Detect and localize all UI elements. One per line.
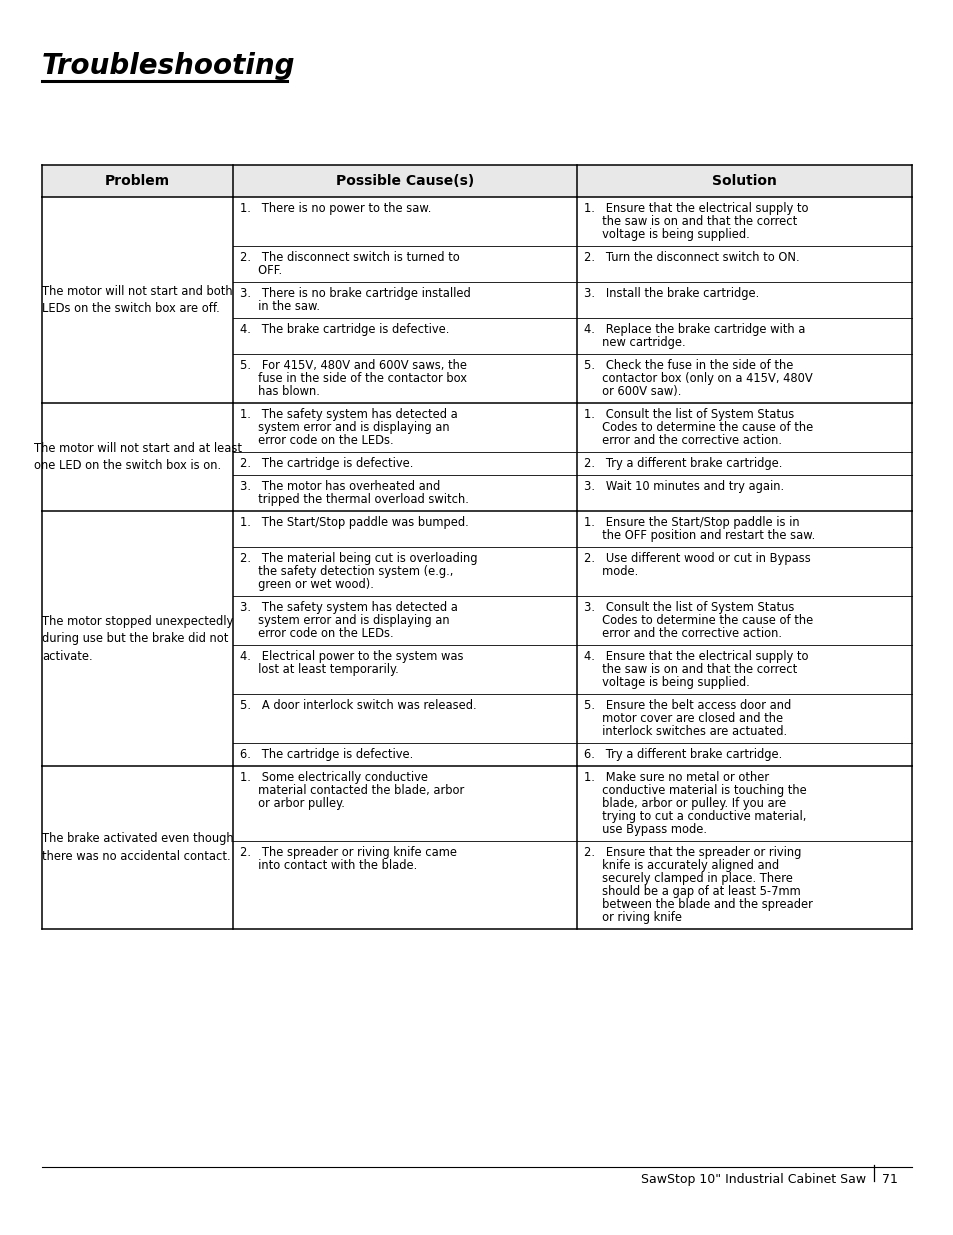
Text: 1.   There is no power to the saw.: 1. There is no power to the saw.: [240, 203, 432, 215]
Text: conductive material is touching the: conductive material is touching the: [583, 784, 806, 797]
Text: 2.   Ensure that the spreader or riving: 2. Ensure that the spreader or riving: [583, 846, 801, 860]
Bar: [42, 165, 911, 198]
Text: 6.   Try a different brake cartridge.: 6. Try a different brake cartridge.: [583, 748, 781, 761]
Text: error code on the LEDs.: error code on the LEDs.: [240, 433, 394, 447]
Text: 4.   Replace the brake cartridge with a: 4. Replace the brake cartridge with a: [583, 324, 804, 336]
Text: 71: 71: [882, 1173, 897, 1186]
Text: 5.   Check the fuse in the side of the: 5. Check the fuse in the side of the: [583, 359, 793, 372]
Text: 2.   Try a different brake cartridge.: 2. Try a different brake cartridge.: [583, 457, 781, 471]
Text: should be a gap of at least 5-7mm: should be a gap of at least 5-7mm: [583, 885, 800, 898]
Text: 5.   For 415V, 480V and 600V saws, the: 5. For 415V, 480V and 600V saws, the: [240, 359, 467, 372]
Text: The brake activated even though
there was no accidental contact.: The brake activated even though there wa…: [42, 832, 233, 863]
Text: into contact with the blade.: into contact with the blade.: [240, 860, 417, 872]
Text: fuse in the side of the contactor box: fuse in the side of the contactor box: [240, 372, 467, 385]
Text: motor cover are closed and the: motor cover are closed and the: [583, 713, 782, 725]
Text: error and the corrective action.: error and the corrective action.: [583, 433, 781, 447]
Text: 2.   The disconnect switch is turned to: 2. The disconnect switch is turned to: [240, 251, 459, 264]
Text: in the saw.: in the saw.: [240, 300, 320, 312]
Text: Solution: Solution: [711, 174, 776, 188]
Text: 2.   Use different wood or cut in Bypass: 2. Use different wood or cut in Bypass: [583, 552, 810, 564]
Text: 1.   Some electrically conductive: 1. Some electrically conductive: [240, 771, 428, 784]
Text: the saw is on and that the correct: the saw is on and that the correct: [583, 663, 797, 676]
Text: mode.: mode.: [583, 564, 638, 578]
Text: voltage is being supplied.: voltage is being supplied.: [583, 676, 749, 689]
Text: new cartridge.: new cartridge.: [583, 336, 685, 350]
Text: has blown.: has blown.: [240, 385, 320, 398]
Text: Problem: Problem: [105, 174, 170, 188]
Text: use Bypass mode.: use Bypass mode.: [583, 823, 706, 836]
Text: 1.   Consult the list of System Status: 1. Consult the list of System Status: [583, 408, 794, 421]
Text: the OFF position and restart the saw.: the OFF position and restart the saw.: [583, 529, 815, 542]
Text: or riving knife: or riving knife: [583, 911, 681, 924]
Text: Codes to determine the cause of the: Codes to determine the cause of the: [583, 614, 813, 627]
Text: the safety detection system (e.g.,: the safety detection system (e.g.,: [240, 564, 454, 578]
Text: lost at least temporarily.: lost at least temporarily.: [240, 663, 398, 676]
Text: 4.   Electrical power to the system was: 4. Electrical power to the system was: [240, 650, 463, 663]
Text: 5.   A door interlock switch was released.: 5. A door interlock switch was released.: [240, 699, 476, 713]
Text: 1.   Ensure that the electrical supply to: 1. Ensure that the electrical supply to: [583, 203, 808, 215]
Text: The motor stopped unexpectedly
during use but the brake did not
activate.: The motor stopped unexpectedly during us…: [42, 615, 233, 662]
Text: or arbor pulley.: or arbor pulley.: [240, 797, 345, 810]
Text: 5.   Ensure the belt access door and: 5. Ensure the belt access door and: [583, 699, 790, 713]
Text: OFF.: OFF.: [240, 264, 282, 277]
Text: voltage is being supplied.: voltage is being supplied.: [583, 228, 749, 241]
Text: 2.   The material being cut is overloading: 2. The material being cut is overloading: [240, 552, 477, 564]
Text: 3.   Install the brake cartridge.: 3. Install the brake cartridge.: [583, 287, 759, 300]
Text: 3.   The motor has overheated and: 3. The motor has overheated and: [240, 480, 440, 493]
Text: 1.   Make sure no metal or other: 1. Make sure no metal or other: [583, 771, 768, 784]
Text: The motor will not start and both
LEDs on the switch box are off.: The motor will not start and both LEDs o…: [42, 285, 233, 315]
Text: 3.   There is no brake cartridge installed: 3. There is no brake cartridge installed: [240, 287, 471, 300]
Text: interlock switches are actuated.: interlock switches are actuated.: [583, 725, 786, 739]
Text: The motor will not start and at least
one LED on the switch box is on.: The motor will not start and at least on…: [33, 442, 241, 472]
Text: system error and is displaying an: system error and is displaying an: [240, 421, 450, 433]
Text: 3.   Consult the list of System Status: 3. Consult the list of System Status: [583, 601, 794, 614]
Text: 3.   Wait 10 minutes and try again.: 3. Wait 10 minutes and try again.: [583, 480, 783, 493]
Text: Possible Cause(s): Possible Cause(s): [335, 174, 474, 188]
Text: trying to cut a conductive material,: trying to cut a conductive material,: [583, 810, 805, 823]
Text: 1.   The Start/Stop paddle was bumped.: 1. The Start/Stop paddle was bumped.: [240, 516, 469, 529]
Text: 1.   Ensure the Start/Stop paddle is in: 1. Ensure the Start/Stop paddle is in: [583, 516, 799, 529]
Text: Troubleshooting: Troubleshooting: [42, 52, 295, 80]
Text: green or wet wood).: green or wet wood).: [240, 578, 374, 592]
Text: error and the corrective action.: error and the corrective action.: [583, 627, 781, 640]
Text: the saw is on and that the correct: the saw is on and that the correct: [583, 215, 797, 228]
Text: 2.   Turn the disconnect switch to ON.: 2. Turn the disconnect switch to ON.: [583, 251, 799, 264]
Text: knife is accurately aligned and: knife is accurately aligned and: [583, 860, 779, 872]
Text: system error and is displaying an: system error and is displaying an: [240, 614, 450, 627]
Text: or 600V saw).: or 600V saw).: [583, 385, 680, 398]
Text: 3.   The safety system has detected a: 3. The safety system has detected a: [240, 601, 457, 614]
Text: 2.   The cartridge is defective.: 2. The cartridge is defective.: [240, 457, 414, 471]
Text: 2.   The spreader or riving knife came: 2. The spreader or riving knife came: [240, 846, 456, 860]
Text: 1.   The safety system has detected a: 1. The safety system has detected a: [240, 408, 457, 421]
Text: tripped the thermal overload switch.: tripped the thermal overload switch.: [240, 493, 469, 506]
Text: 6.   The cartridge is defective.: 6. The cartridge is defective.: [240, 748, 414, 761]
Text: between the blade and the spreader: between the blade and the spreader: [583, 898, 812, 911]
Text: material contacted the blade, arbor: material contacted the blade, arbor: [240, 784, 464, 797]
Text: 4.   Ensure that the electrical supply to: 4. Ensure that the electrical supply to: [583, 650, 808, 663]
Text: SawStop 10" Industrial Cabinet Saw: SawStop 10" Industrial Cabinet Saw: [640, 1173, 865, 1186]
Text: Codes to determine the cause of the: Codes to determine the cause of the: [583, 421, 813, 433]
Text: blade, arbor or pulley. If you are: blade, arbor or pulley. If you are: [583, 797, 785, 810]
Text: contactor box (only on a 415V, 480V: contactor box (only on a 415V, 480V: [583, 372, 812, 385]
Text: 4.   The brake cartridge is defective.: 4. The brake cartridge is defective.: [240, 324, 449, 336]
Text: error code on the LEDs.: error code on the LEDs.: [240, 627, 394, 640]
Text: securely clamped in place. There: securely clamped in place. There: [583, 872, 792, 885]
